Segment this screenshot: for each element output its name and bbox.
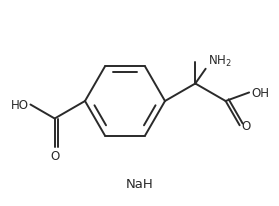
Text: NaH: NaH (126, 178, 154, 191)
Text: O: O (242, 119, 251, 132)
Text: OH: OH (251, 87, 269, 99)
Text: NH$_2$: NH$_2$ (208, 53, 232, 68)
Text: HO: HO (10, 98, 28, 111)
Text: O: O (50, 149, 59, 162)
